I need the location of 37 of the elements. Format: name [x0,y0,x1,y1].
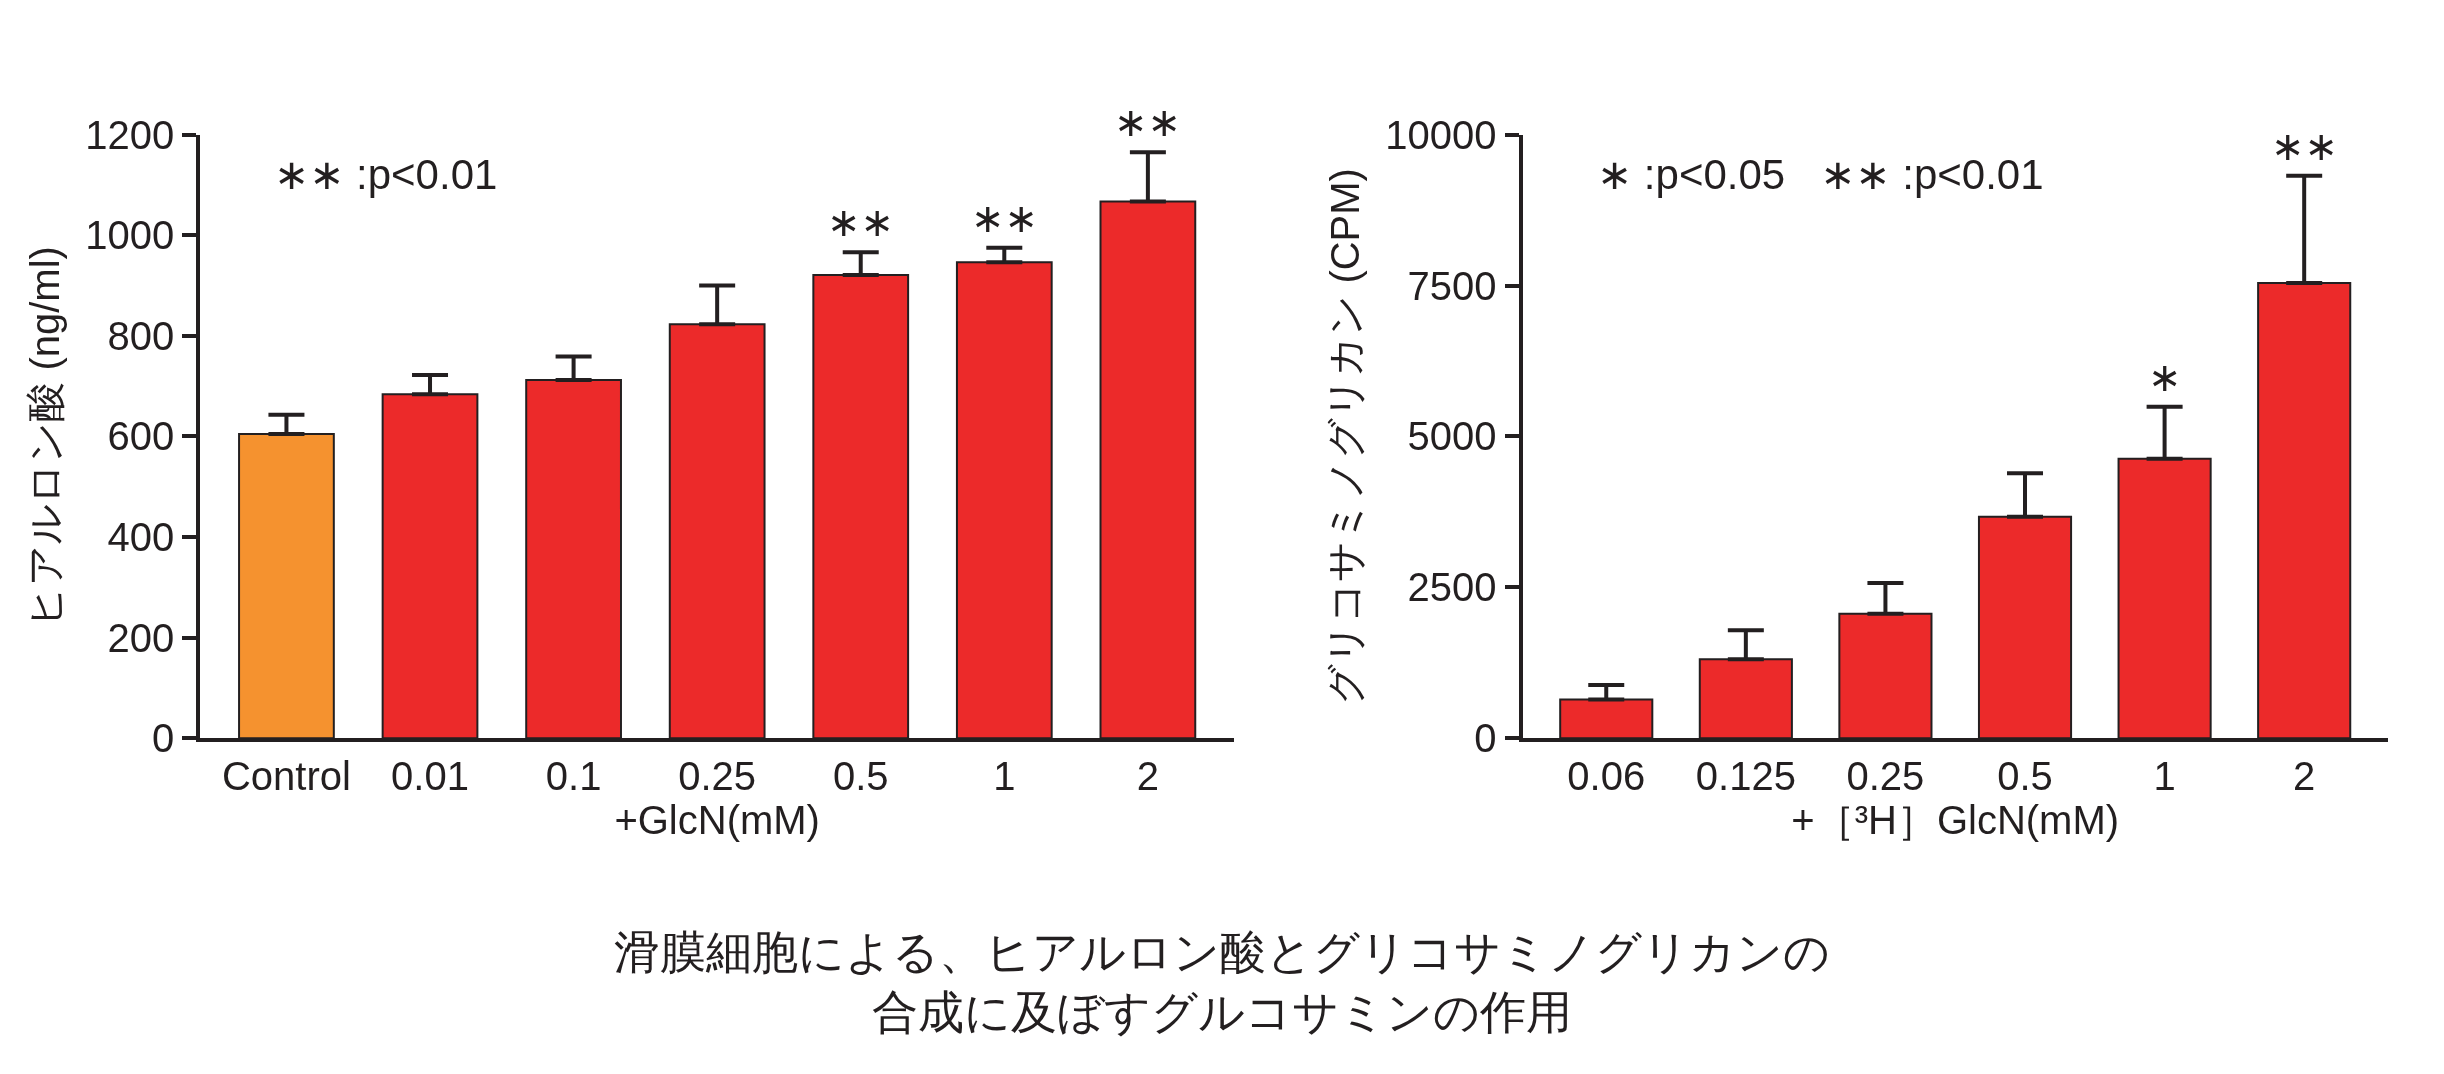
y-tick-label: 0 [1474,716,1497,761]
x-axis-title: +［³H］GlcN(mM) [1791,798,2120,843]
x-tick-label: 0.25 [678,754,757,799]
x-tick-label: 1 [993,754,1016,799]
x-tick-label: 0.25 [1846,754,1925,799]
annotation: ∗∗ [971,196,1039,240]
x-tick-label: 0.5 [1997,754,2053,799]
y-tick-label: 1000 [85,213,175,258]
y-tick-label: 200 [107,615,175,660]
y-tick-label: 600 [107,414,175,459]
y-tick-label: 800 [107,313,175,358]
y-tick-label: 10000 [1385,112,1497,157]
x-tick-label: 1 [2153,754,2176,799]
x-tick-label: 2 [2293,754,2316,799]
y-tick-label: 400 [107,515,175,559]
x-tick-label: 0.5 [832,754,889,799]
y-tick-label: 0 [152,716,175,761]
x-tick-label: 0.1 [545,754,602,799]
x-tick-label: 0.125 [1695,754,1796,799]
annotation: ∗ :p<0.05 ∗∗ :p<0.01 [1597,151,2044,198]
annotation: ∗∗ [827,200,895,244]
x-tick-label: 0.06 [1567,754,1646,799]
annotation: ∗ [2148,355,2182,399]
y-tick-label: 5000 [1407,414,1497,459]
y-tick-label: 2500 [1407,565,1497,610]
y-tick-label: 1200 [85,112,175,157]
annotation: ∗∗ [2271,124,2339,168]
y-axis-title: グリコサミノグリカン (CPM) [1323,168,1368,705]
annotation: ∗∗ [1114,100,1182,144]
x-tick-label: Control [221,754,351,799]
x-tick-label: 0.01 [391,754,469,799]
x-axis-title: +GlcN(mM) [614,798,820,843]
x-tick-label: 2 [1136,754,1160,799]
text: 滑膜細胞による、ヒアルロン酸とグリコサミノグリカンの合成に及ぼすグルコサミンの作用 [614,926,1830,1038]
y-tick-label: 7500 [1407,263,1497,308]
annotation: ∗∗ :p<0.01 [274,151,498,198]
y-axis-title: ヒアルロン酸 (ng/ml) [23,246,68,627]
